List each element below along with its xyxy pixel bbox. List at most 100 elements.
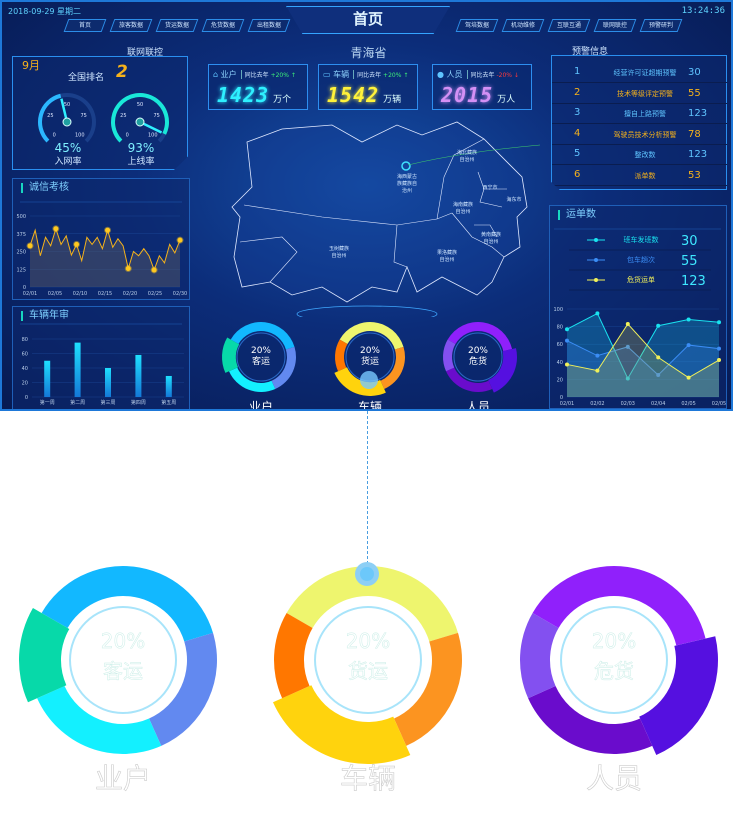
warning-item[interactable]: 4 驾驶员技术分析预警 78 (552, 125, 727, 145)
x-tick-label: 02/01 (560, 401, 574, 407)
y-tick-label: 80 (557, 325, 563, 331)
x-tick-label: 02/02 (590, 401, 604, 407)
donut-segment (380, 346, 405, 389)
donut-segment (339, 322, 404, 350)
warning-label: 技术等级评定预警 (617, 89, 673, 98)
area-fill (30, 228, 180, 287)
warning-item[interactable]: 1 经营许可证超期预警 30 (552, 63, 727, 83)
donut-title: 业户 (94, 762, 152, 796)
data-point (717, 358, 721, 363)
x-tick-label: 第二周 (70, 399, 85, 406)
y-tick-label: 100 (553, 307, 563, 313)
donut-segment (271, 346, 296, 389)
y-tick-label: 250 (16, 250, 26, 256)
donut-segment (442, 339, 456, 372)
donut-percent: 20% (359, 346, 380, 356)
gauge-hub (135, 117, 145, 127)
donut-segment (519, 613, 559, 699)
card-label-wrap: ⌂ 业户 (213, 69, 237, 80)
donut-center-text: 20% 危货 (574, 626, 654, 686)
gauge-hub (62, 117, 72, 127)
x-tick-label: 02/05 (681, 401, 695, 407)
gauge-fill (111, 93, 169, 143)
warning-label: 驾驶员技术分析预警 (613, 130, 677, 139)
warning-item[interactable]: 6 派单数 53 (552, 166, 727, 186)
donut-center-text: 20% 货运 (350, 346, 390, 368)
warning-item[interactable]: 3 擅自上路预警 123 (552, 104, 727, 124)
donut-segment (230, 322, 295, 350)
y-tick-label: 0 (560, 395, 563, 401)
donut-center-text: 20% 货运 (328, 626, 408, 686)
credit-panel: 诚信考核 (12, 178, 190, 300)
data-point (73, 240, 81, 248)
legend-marker (594, 238, 598, 242)
x-tick-label: 02/05 (712, 401, 726, 407)
donut-sub: 客运 (103, 659, 144, 684)
y-tick-label: 0 (25, 395, 28, 401)
home-icon: ⌂ (213, 70, 219, 79)
legend-total: 55 (681, 254, 698, 269)
clock-text: 13:24:36 (681, 6, 725, 16)
donut-segment (272, 685, 411, 764)
change-value: -20% ↓ (496, 72, 519, 79)
data-point (656, 373, 661, 377)
donut-inner-ring (560, 606, 668, 714)
panel-title: 诚信考核 (21, 183, 69, 193)
warning-value: 53 (688, 169, 701, 181)
gauge-label: 上线率 (127, 157, 155, 167)
donut-sub: 货运 (348, 659, 389, 684)
series-area (567, 313, 719, 397)
data-point (124, 265, 132, 273)
x-tick-label: 02/01 (23, 291, 37, 297)
y-tick-label: 500 (16, 214, 26, 220)
gauge-tick: 100 (148, 133, 158, 139)
donut-segment (528, 686, 653, 754)
card-value-row: 2015 万人 (441, 84, 515, 106)
change-value: +20% ↑ (383, 72, 409, 79)
data-point (565, 338, 569, 343)
month-label: 9月 (22, 59, 40, 72)
donut-percent: 20% (345, 629, 391, 654)
donut-segment (334, 367, 386, 396)
map-region-label: 海西蒙古族藏族自治州 (396, 174, 417, 194)
data-point (625, 376, 630, 381)
data-point (104, 226, 112, 234)
data-point (686, 375, 691, 380)
data-point (565, 327, 569, 332)
warning-item[interactable]: 2 技术等级评定预警 55 (552, 84, 727, 104)
map-region-label: 海北藏族自治州 (456, 150, 477, 163)
legend-label: 包车趟次 (627, 255, 655, 264)
network-panel (12, 56, 188, 170)
gauge-tick: 75 (80, 113, 86, 119)
data-point (625, 321, 630, 326)
warning-value: 123 (688, 108, 708, 119)
compare-wrap: 同比去年 -20% ↓ (466, 70, 519, 79)
gauge-tick: 25 (120, 113, 126, 119)
donut-segment (229, 367, 276, 392)
donut-segment (19, 608, 70, 703)
compare-wrap: 同比去年 +20% ↑ (240, 70, 296, 79)
waybill-chart: 班车发班数 30 包车趟次 55 危货运单 123 0 20 40 60 80 100 02/01 02/… (553, 228, 726, 407)
x-tick-label: 02/15 (98, 291, 112, 297)
selection-marker (360, 371, 378, 389)
warning-value: 78 (688, 128, 701, 140)
data-point (686, 317, 691, 322)
warning-rank: 3 (574, 107, 581, 118)
car-icon: ▭ (323, 70, 331, 79)
province-title: 青海省 (350, 46, 387, 60)
data-point (595, 368, 600, 373)
warning-value: 123 (688, 149, 708, 160)
card-value-row: 1542 万辆 (327, 84, 401, 106)
card-header: ● 人员 同比去年 -20% ↓ (437, 69, 529, 80)
y-tick-label: 40 (557, 360, 563, 366)
bar (165, 375, 172, 397)
card-value: 2015 (441, 83, 494, 107)
series-area (567, 340, 719, 397)
gauge-tick: 50 (64, 102, 70, 108)
x-tick-label: 02/10 (73, 291, 87, 297)
warning-label: 派单数 (634, 171, 656, 180)
rank-label: 全国排名 (68, 73, 105, 83)
warning-item[interactable]: 5 整改数 123 (552, 145, 727, 165)
donut-segment (446, 367, 493, 392)
data-point (176, 236, 184, 244)
